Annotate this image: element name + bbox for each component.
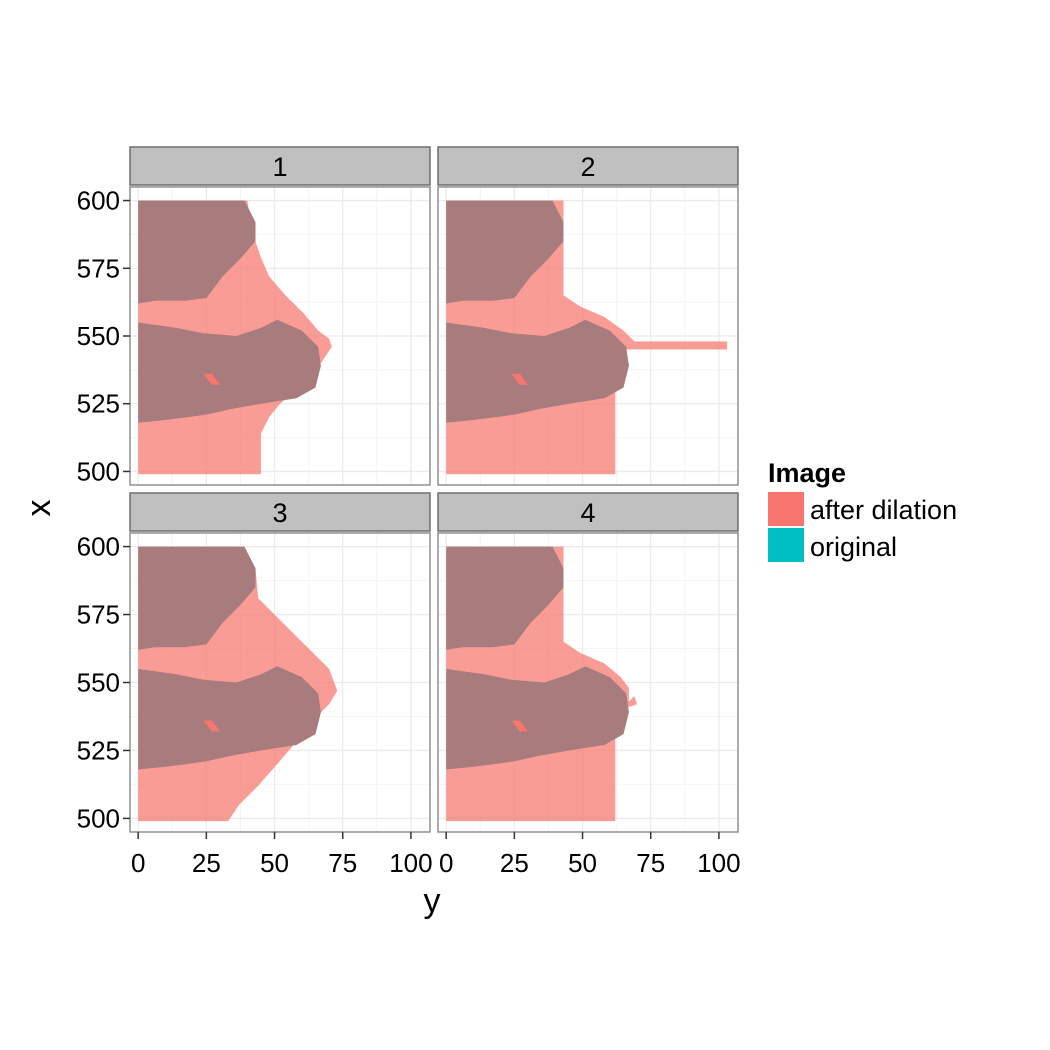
y-tick-label: 575 [77,253,120,283]
x-tick-label: 25 [192,848,221,878]
y-tick-label: 550 [77,668,120,698]
panels-layer: 1 2 3 4 [129,146,739,833]
facet-strip-4 [437,492,739,532]
facet-strip-label-4: 4 [580,498,595,528]
facet-strip-1 [129,146,431,186]
facet-strip-2 [437,146,739,186]
x-axis-title: y [424,882,441,920]
x-tick-label: 100 [697,848,740,878]
original-region-top-1 [138,200,256,304]
panel-border-2 [437,186,739,486]
facet-panel-4: 4 [437,492,739,833]
original-region-top-4 [446,546,564,650]
legend-title: Image [768,458,846,488]
y-tick-label: 575 [77,600,120,630]
legend-label-original: original [810,532,897,562]
y-tick-label: 525 [77,735,120,765]
facet-panel-1: 1 [129,146,431,486]
original-region-middle-3 [138,666,321,770]
y-axis-title: x [20,500,58,517]
original-region-middle-2 [446,319,629,423]
legend-key-original [768,528,804,562]
y-tick-label: 525 [77,389,120,419]
facet-strip-3 [129,492,431,532]
x-tick-label: 100 [389,848,432,878]
x-tick-label: 50 [260,848,289,878]
x-tick-label: 25 [500,848,529,878]
region-hole-4 [511,720,528,732]
x-tick-label: 75 [328,848,357,878]
facet-panel-3: 3 [129,492,431,833]
original-region-top-2 [446,200,564,304]
legend: Image after dilation original [768,458,957,562]
original-region-top-3 [138,546,256,650]
facet-strip-label-3: 3 [272,498,287,528]
original-region-middle-1 [138,319,321,423]
y-tick-label: 600 [77,532,120,562]
facet-strip-label-1: 1 [272,152,287,182]
region-hole-3 [203,720,220,732]
legend-key-after-dilation [768,492,804,526]
region-hole-2 [511,373,528,385]
region-hole-1 [203,373,220,385]
facet-panel-2: 2 [437,146,739,486]
y-tick-label: 500 [77,456,120,486]
x-tick-label: 0 [131,848,145,878]
x-tick-label: 0 [439,848,453,878]
legend-label-after-dilation: after dilation [810,495,957,525]
facet-strip-label-2: 2 [580,152,595,182]
x-tick-label: 75 [636,848,665,878]
original-region-middle-4 [446,666,629,770]
y-tick-label: 500 [77,803,120,833]
y-tick-label: 600 [77,186,120,216]
y-tick-label: 550 [77,321,120,351]
panel-border-4 [437,532,739,833]
x-tick-label: 50 [568,848,597,878]
